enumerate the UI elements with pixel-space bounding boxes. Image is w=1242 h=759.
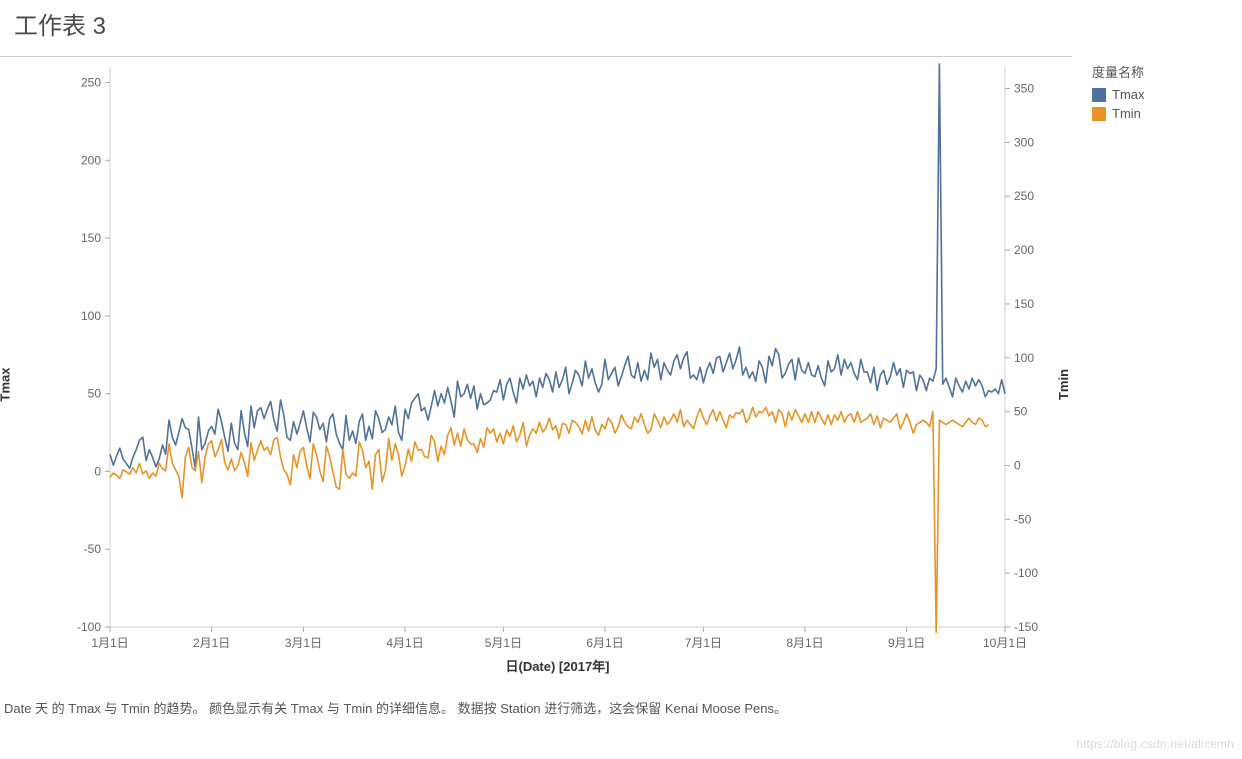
svg-text:-50: -50: [1014, 512, 1032, 526]
svg-text:50: 50: [88, 387, 102, 401]
svg-text:300: 300: [1014, 135, 1034, 149]
y-right-axis-title: Tmin: [1056, 369, 1071, 400]
series-tmax: [110, 64, 1005, 468]
legend-item-label: Tmax: [1112, 87, 1145, 102]
svg-text:9月1日: 9月1日: [888, 636, 925, 650]
svg-text:0: 0: [94, 464, 101, 478]
svg-text:4月1日: 4月1日: [386, 636, 423, 650]
svg-text:100: 100: [1014, 351, 1034, 365]
svg-text:-150: -150: [1014, 620, 1038, 634]
watermark: https://blog.csdn.net/alicemh: [1076, 737, 1234, 751]
svg-text:3月1日: 3月1日: [285, 636, 322, 650]
page-root: 工作表 3 -100 -50 0 50 100 150 200 250 -150 -100 -50 0…: [0, 0, 1242, 759]
svg-text:100: 100: [81, 309, 101, 323]
svg-text:50: 50: [1014, 405, 1028, 419]
legend-item-tmin[interactable]: Tmin: [1092, 104, 1145, 123]
legend-title: 度量名称: [1092, 62, 1145, 81]
y-left-axis-title: Tmax: [0, 368, 12, 402]
chart-caption: Date 天 的 Tmax 与 Tmin 的趋势。 颜色显示有关 Tmax 与 …: [4, 700, 864, 719]
svg-text:-100: -100: [1014, 566, 1038, 580]
worksheet-title: 工作表 3: [14, 6, 106, 41]
chart-area[interactable]: -100 -50 0 50 100 150 200 250 -150 -100 -50 0 50 100 1…: [0, 56, 1072, 697]
svg-text:250: 250: [81, 76, 101, 90]
svg-text:-50: -50: [84, 542, 102, 556]
legend-swatch-icon: [1092, 107, 1106, 121]
svg-text:2月1日: 2月1日: [193, 636, 230, 650]
svg-text:5月1日: 5月1日: [485, 636, 522, 650]
svg-text:1月1日: 1月1日: [91, 636, 128, 650]
series-tmin: [110, 407, 989, 632]
svg-text:250: 250: [1014, 189, 1034, 203]
svg-text:0: 0: [1014, 458, 1021, 472]
svg-text:7月1日: 7月1日: [685, 636, 722, 650]
legend: 度量名称 Tmax Tmin: [1092, 62, 1145, 123]
legend-swatch-icon: [1092, 88, 1106, 102]
line-chart-svg: -100 -50 0 50 100 150 200 250 -150 -100 -50 0 50 100 1…: [0, 57, 1072, 697]
svg-text:150: 150: [1014, 297, 1034, 311]
svg-text:150: 150: [81, 231, 101, 245]
svg-text:6月1日: 6月1日: [586, 636, 623, 650]
svg-text:350: 350: [1014, 82, 1034, 96]
svg-text:日(Date) [2017年]: 日(Date) [2017年]: [505, 659, 609, 674]
svg-text:10月1日: 10月1日: [983, 636, 1027, 650]
svg-text:-100: -100: [77, 620, 101, 634]
svg-text:8月1日: 8月1日: [786, 636, 823, 650]
svg-text:200: 200: [81, 153, 101, 167]
svg-text:200: 200: [1014, 243, 1034, 257]
legend-item-tmax[interactable]: Tmax: [1092, 85, 1145, 104]
legend-item-label: Tmin: [1112, 106, 1141, 121]
